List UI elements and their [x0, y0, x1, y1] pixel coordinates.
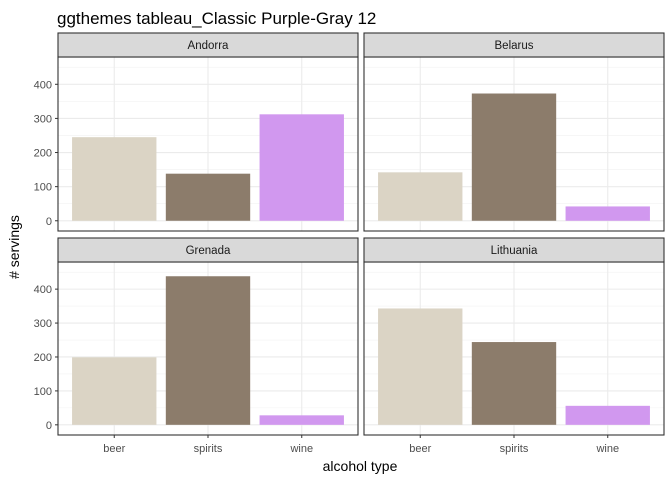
y-tick-label: 100: [34, 386, 52, 398]
bar-belarus-spirits: [471, 93, 557, 221]
x-tick-label-spirits: spirits: [194, 443, 223, 455]
bar-lithuania-spirits: [471, 342, 557, 425]
x-tick-label-wine: wine: [595, 443, 619, 455]
y-tick-label: 400: [34, 79, 52, 91]
bar-lithuania-beer: [378, 308, 463, 425]
bar-andorra-spirits: [165, 173, 251, 221]
y-tick-label: 0: [46, 420, 52, 432]
x-tick-label-wine: wine: [289, 443, 313, 455]
bar-grenada-beer: [72, 357, 157, 425]
chart-title: ggthemes tableau_Classic Purple-Gray 12: [57, 9, 376, 28]
facet-strip-label-belarus: Belarus: [495, 40, 534, 52]
facet-strip-label-andorra: Andorra: [188, 40, 230, 52]
x-axis-label: alcohol type: [323, 458, 398, 474]
y-tick-label: 400: [34, 284, 52, 296]
y-tick-label: 300: [34, 318, 52, 330]
y-tick-label: 200: [34, 352, 52, 364]
x-tick-label-beer: beer: [409, 443, 431, 455]
y-tick-label: 300: [34, 113, 52, 125]
x-tick-label-beer: beer: [103, 443, 125, 455]
bar-belarus-wine: [565, 206, 650, 221]
bar-andorra-beer: [72, 137, 157, 221]
facet-strip-label-grenada: Grenada: [186, 245, 231, 257]
facet-panels: Andorra 0 100 200 300 400 Belarus Grenada 0 100 20…: [34, 32, 665, 455]
x-tick-label-spirits: spirits: [500, 443, 529, 455]
y-axis-label: # servings: [6, 215, 22, 279]
y-tick-label: 200: [34, 148, 52, 160]
bar-lithuania-wine: [565, 405, 650, 425]
facet-strip-belarus: [363, 32, 665, 58]
y-tick-label: 0: [46, 216, 52, 228]
y-tick-label: 100: [34, 182, 52, 194]
facet-strip-andorra: [57, 32, 359, 58]
bar-grenada-spirits: [165, 276, 251, 425]
facet-strip-lithuania: [363, 237, 665, 263]
facet-strip-label-lithuania: Lithuania: [491, 245, 538, 257]
bar-belarus-beer: [378, 172, 463, 221]
facet-strip-grenada: [57, 237, 359, 263]
bar-grenada-wine: [259, 415, 344, 425]
bar-andorra-wine: [259, 114, 344, 221]
